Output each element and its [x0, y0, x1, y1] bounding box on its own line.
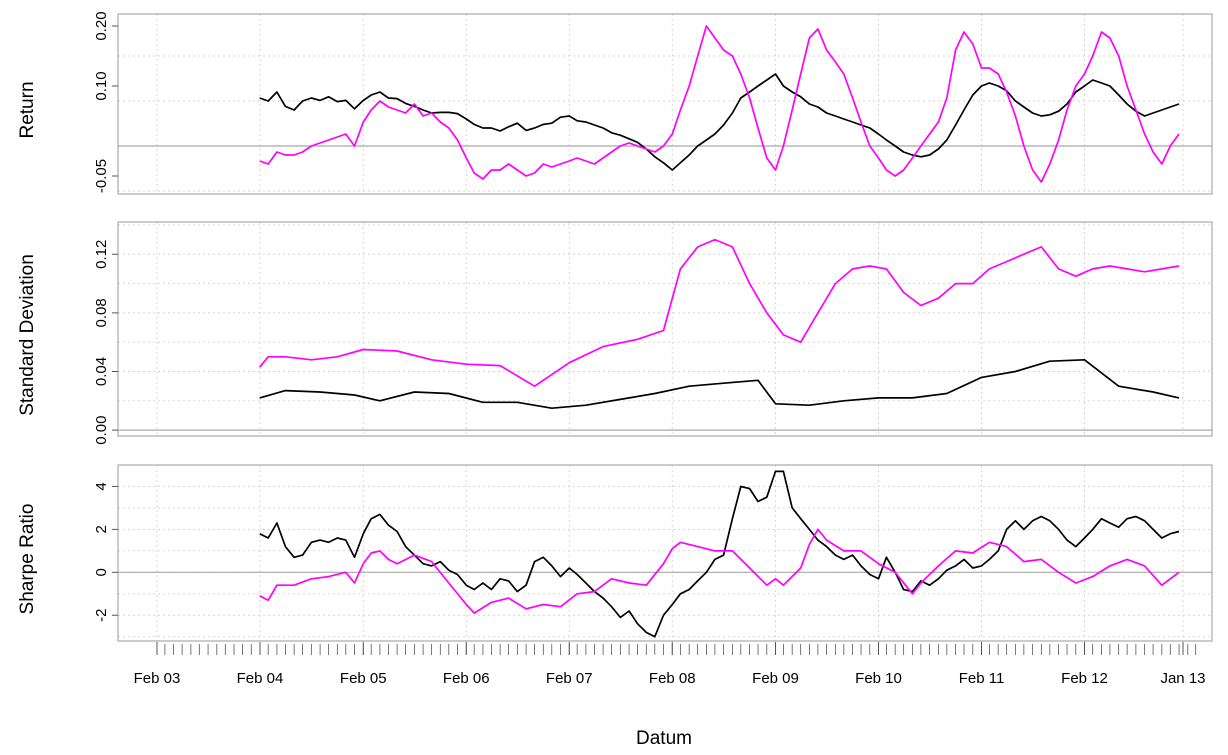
x-tick-label: Feb 03 [134, 670, 181, 687]
y-tick-label: -0.05 [93, 159, 110, 193]
panel-3: -2 0 2 4 Sharpe Ratio [17, 464, 1213, 642]
x-tick-label: Feb 12 [1061, 670, 1108, 687]
y-tick-label: 4 [93, 482, 110, 490]
y-tick-label: 0.04 [93, 357, 110, 386]
y-tick-label: 0.00 [93, 416, 110, 445]
x-tick-label: Feb 11 [959, 670, 1005, 687]
series-line-magenta [259, 25, 1180, 183]
panel-frame [117, 13, 1213, 195]
panel-2: 0.00 0.04 0.08 0.12 Standard Deviation [17, 221, 1213, 445]
y-tick-label: 0.10 [93, 71, 110, 100]
y-tick-label: 0.20 [93, 11, 110, 40]
x-tick-label: Feb 04 [237, 670, 284, 687]
series-line-black [259, 358, 1180, 410]
x-tick-label: Feb 08 [649, 670, 696, 687]
x-tick-label: Feb 07 [546, 670, 593, 687]
y-tick-label: 0 [93, 568, 110, 576]
series-line-magenta [259, 238, 1180, 388]
y-axis-title: Return [17, 81, 38, 138]
panel-1: -0.05 0.10 0.20 Return [17, 11, 1213, 195]
x-axis-title: Datum [636, 728, 692, 749]
x-tick-label: Feb 06 [443, 670, 490, 687]
y-axis-title: Sharpe Ratio [17, 504, 38, 615]
panel-frame [117, 221, 1213, 437]
y-tick-label: 0.12 [93, 240, 110, 269]
series-line-magenta [259, 528, 1180, 614]
panel-frame [117, 464, 1213, 642]
x-axis: Feb 03 Feb 04 Feb 05 Feb 06 Feb 07 Feb 08 Feb … [134, 642, 1206, 687]
x-tick-label: Feb 09 [752, 670, 799, 687]
x-tick-label: Jan 13 [1160, 670, 1205, 687]
y-tick-label: 2 [93, 525, 110, 533]
series-line-black [259, 470, 1180, 638]
x-tick-label: Feb 10 [855, 670, 902, 687]
series-line-black [259, 73, 1180, 171]
y-tick-label: 0.08 [93, 298, 110, 327]
y-tick-label: -2 [93, 609, 110, 622]
y-axis-title: Standard Deviation [17, 254, 38, 416]
x-tick-label: Feb 05 [340, 670, 387, 687]
